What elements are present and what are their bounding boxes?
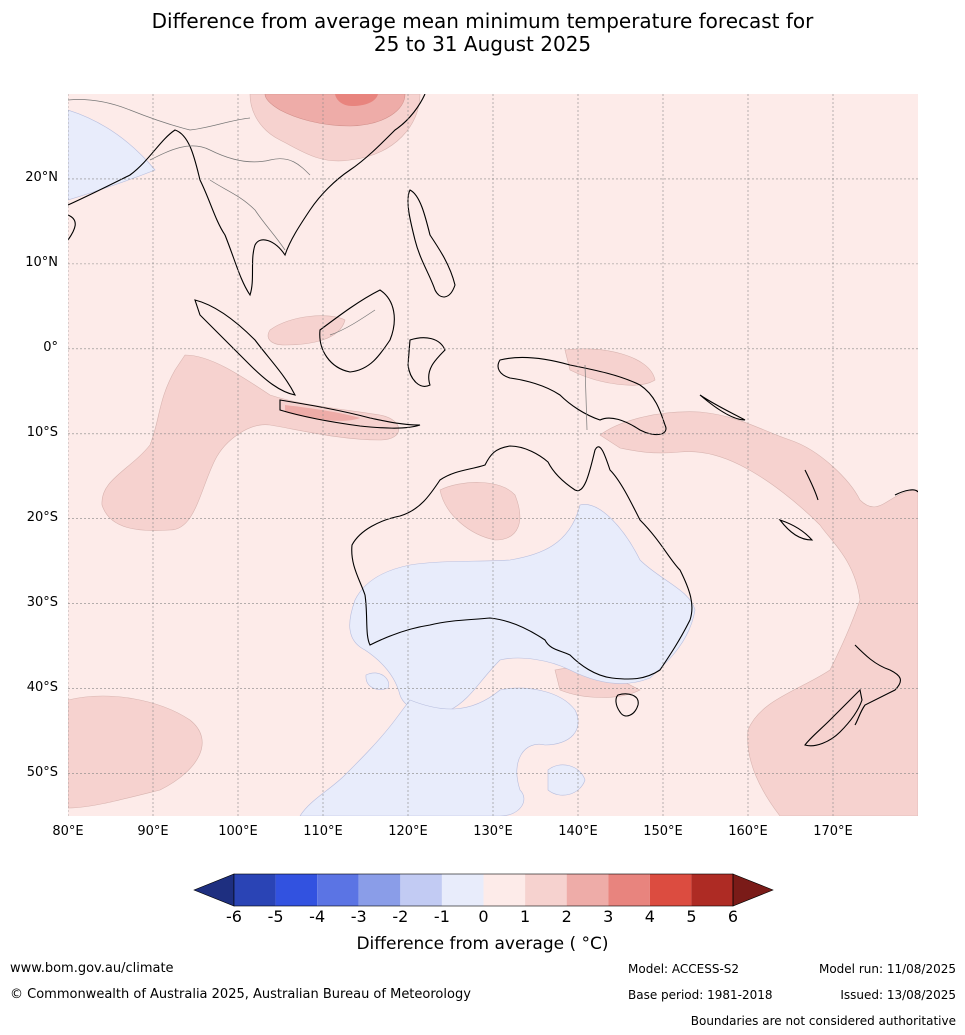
longitude-label: 130°E	[473, 824, 513, 839]
colorbar-segment	[275, 874, 318, 906]
issued-date: Issued: 13/08/2025	[840, 988, 956, 1002]
coastline-philippines	[407, 189, 456, 298]
coastline-vanuatu	[804, 469, 819, 501]
region-china-hottest	[335, 94, 378, 106]
latitude-label: 0°	[43, 339, 58, 355]
region-southern-ocean-cool	[299, 687, 579, 816]
longitude-label: 90°E	[137, 824, 169, 839]
colorbar-segment	[608, 874, 650, 906]
coastline-fiji	[894, 489, 918, 496]
colorbar-segment	[649, 874, 692, 906]
coastline-new-guinea	[497, 356, 667, 436]
colorbar-segment	[358, 874, 401, 906]
colorbar-segment	[525, 874, 567, 906]
colorbar-arrow-low	[193, 873, 235, 907]
longitude-label: 80°E	[52, 824, 84, 839]
boundary-mainland-3	[68, 99, 251, 131]
latitude-label: 30°S	[26, 594, 58, 610]
colorbar-tick-label: 1	[519, 907, 531, 926]
colorbar-tick-label: 3	[603, 907, 614, 926]
coastline-new-zealand-north	[854, 644, 901, 726]
region-southwest-warm	[68, 695, 203, 809]
colorbar-tick-label: -1	[433, 907, 450, 926]
coastline-sumatra	[194, 299, 296, 396]
latitude-label: 10°N	[25, 254, 58, 270]
colorbar-tick-label: 5	[686, 907, 697, 926]
coastlines	[68, 94, 918, 747]
colorbar-segment	[441, 874, 484, 906]
colorbar-segment	[691, 874, 733, 906]
colorbar-tick-label: -5	[267, 907, 284, 926]
coastline-asia-mainland	[68, 94, 426, 297]
longitude-label: 150°E	[643, 824, 683, 839]
region-bay-of-bengal-cool	[68, 109, 156, 201]
longitude-label: 110°E	[303, 824, 343, 839]
region-bight-cool	[365, 672, 390, 690]
coastline-tasmania	[615, 693, 639, 717]
coastline-solomons	[699, 394, 746, 421]
colorbar-title: Difference from average ( °C)	[356, 934, 609, 954]
colorbar-tick-label: -3	[350, 907, 367, 926]
longitude-label: 120°E	[388, 824, 428, 839]
coastline-borneo	[319, 289, 395, 373]
title-line-1: Difference from average mean minimum tem…	[151, 9, 814, 33]
boundary-png	[584, 364, 588, 431]
region-western-australia-warm	[439, 482, 521, 541]
forecast-map	[68, 94, 918, 816]
title-line-2: 25 to 31 August 2025	[373, 32, 592, 56]
latitude-label: 10°S	[26, 424, 58, 440]
longitude-label: 170°E	[813, 824, 853, 839]
colorbar-tick-label: 4	[644, 907, 655, 926]
colorbar-segment	[566, 874, 609, 906]
website-link[interactable]: www.bom.gov.au/climate	[10, 961, 174, 976]
base-period: Base period: 1981-2018	[628, 988, 773, 1002]
longitude-label: 140°E	[558, 824, 598, 839]
coastline-java	[279, 399, 421, 429]
colorbar-tick-label: 2	[561, 907, 572, 926]
boundary-mainland-1	[149, 145, 311, 176]
coastline-australia	[351, 445, 693, 680]
region-borneo-warm	[267, 315, 346, 346]
region-java-hot	[285, 405, 360, 421]
colorbar-segment	[400, 874, 442, 906]
boundary-mainland-2	[209, 179, 286, 251]
graticule	[68, 94, 918, 816]
copyright-text: © Commonwealth of Australia 2025, Austra…	[10, 987, 471, 1002]
model-run-date: Model run: 11/08/2025	[818, 962, 956, 976]
colorbar-tick-label: 0	[478, 907, 489, 926]
coastline-sulawesi	[407, 337, 446, 387]
region-pacific-warm	[564, 348, 656, 386]
coastline-new-caledonia	[778, 518, 814, 541]
anomaly-1-to-2-regions	[68, 94, 918, 816]
latitude-label: 40°S	[26, 679, 58, 695]
longitude-label: 160°E	[728, 824, 768, 839]
colorbar-outline	[233, 873, 734, 907]
boundaries-disclaimer: Boundaries are not considered authoritat…	[690, 1014, 956, 1028]
latitude-label: 50°S	[26, 764, 58, 780]
country-boundaries	[68, 99, 588, 431]
colorbar-tick-label: -2	[392, 907, 409, 926]
coastline-new-zealand-south	[804, 688, 863, 747]
map-title: Difference from average mean minimum tem…	[0, 10, 965, 56]
latitude-label: 20°S	[26, 509, 58, 525]
colorbar-tick-label: 6	[727, 907, 739, 926]
region-indian-ocean-warm	[101, 354, 399, 531]
model-name: Model: ACCESS-S2	[628, 962, 740, 976]
boundary-borneo	[329, 309, 376, 336]
region-southern-ocean-cool-2	[547, 764, 586, 796]
colorbar-segment	[483, 874, 526, 906]
region-coral-sea-warm	[599, 411, 918, 816]
latitude-label: 20°N	[25, 169, 58, 185]
anomaly-minus1-to-0-regions	[68, 109, 696, 816]
colorbar-segment	[234, 874, 276, 906]
colorbar-tick-label: -6	[226, 907, 242, 926]
colorbar-tick-label: -4	[309, 907, 326, 926]
longitude-label: 100°E	[218, 824, 258, 839]
colorbar-segment	[317, 874, 359, 906]
colorbar-arrow-high	[732, 873, 774, 907]
coastline-india	[68, 214, 76, 241]
